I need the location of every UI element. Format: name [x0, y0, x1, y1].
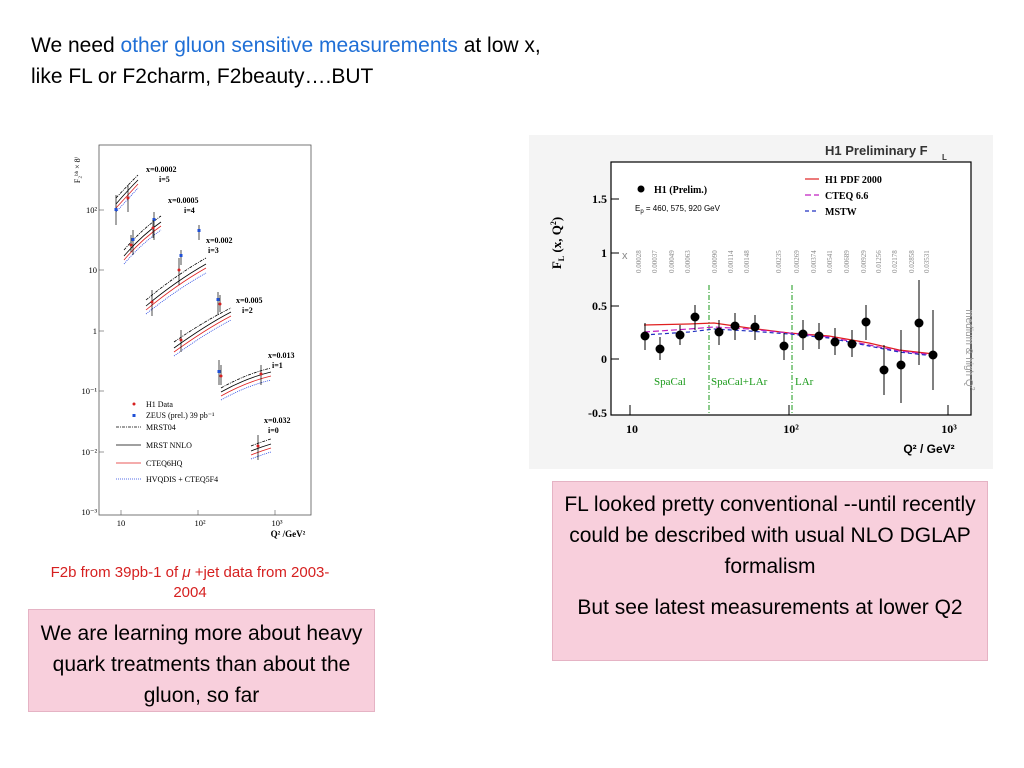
- right-note-p2: But see latest measurements at lower Q2: [577, 596, 963, 619]
- f2b-data-points: [114, 185, 263, 460]
- heading-part2: at low x, like FL or F2charm, F2beauty….…: [31, 34, 541, 88]
- f2b-x-tick: 10: [117, 518, 126, 528]
- left-note-box: We are learning more about heavy quark t…: [28, 609, 375, 712]
- fl-x-value: 0.02858: [908, 250, 916, 273]
- fl-x-value: 0.00063: [684, 250, 692, 273]
- f2b-x-tick: 10²: [194, 518, 206, 528]
- right-note-p1: FL looked pretty conventional --until re…: [564, 493, 976, 578]
- fl-y-axis-label: FL (x, Q2): [549, 217, 566, 269]
- fl-x-value: 0.00028: [635, 250, 643, 273]
- f2b-legend-marker: [132, 414, 136, 417]
- left-note-text: We are learning more about heavy quark t…: [40, 622, 363, 707]
- f2b-bin-x: x=0.013: [268, 351, 295, 360]
- fl-y-tick: 0: [601, 352, 607, 366]
- fl-x-axis-label: Q² / GeV²: [903, 442, 954, 456]
- f2b-y-tick: 10⁻¹: [81, 386, 97, 396]
- f2b-legend-label: HVQDIS + CTEQ5F4: [146, 475, 218, 484]
- fl-x-value: 0.02178: [891, 250, 899, 273]
- f2b-bin-i: i=2: [242, 306, 253, 315]
- f2b-curves-bin2: [173, 307, 232, 357]
- f2b-bin-x: x=0.032: [264, 416, 291, 425]
- f2b-bin-i: i=0: [268, 426, 279, 435]
- f2b-bin-i: i=1: [272, 361, 283, 370]
- fl-region-spacal-lar: SpaCal+LAr: [711, 376, 768, 388]
- f2b-bin-x: x=0.0002: [146, 165, 177, 174]
- fl-data-points: [640, 280, 938, 403]
- fl-x-value: 0.00541: [826, 250, 834, 273]
- f2b-y-tick: 10: [89, 265, 98, 275]
- slide-heading: We need other gluon sensitive measuremen…: [31, 30, 551, 92]
- heading-highlight: other gluon sensitive measurements: [120, 34, 458, 57]
- fl-x-value: 0.00269: [793, 250, 801, 273]
- f2b-caption: F2b from 39pb-1 of μ +jet data from 2003…: [40, 563, 340, 603]
- fl-y-tick: 1.5: [592, 192, 607, 206]
- fl-x-value: 0.00037: [651, 250, 659, 273]
- f2b-legend-label: MRST NNLO: [146, 441, 192, 450]
- f2b-legend-marker: [132, 402, 136, 406]
- fl-legend-marker: [637, 185, 645, 193]
- fl-x-value: 0.00929: [860, 250, 868, 273]
- fl-region-lar: LAr: [795, 376, 814, 388]
- f2b-bin-i: i=5: [159, 175, 170, 184]
- fl-plot: H1 Preliminary F L FL (x, Q2) 1.5 1 0.5 …: [529, 135, 993, 469]
- fl-legend-data: H1 (Prelim.): [654, 185, 707, 196]
- f2b-legend: H1 Data ZEUS (prel.) 39 pb⁻¹ MRST04 MRST…: [116, 400, 218, 484]
- fl-legend-label: MSTW: [825, 207, 857, 218]
- fl-x-value: 0.03531: [923, 250, 931, 273]
- f2b-bin-x: x=0.0005: [168, 196, 199, 205]
- fl-x-value: 0.01256: [875, 250, 883, 273]
- f2b-y-tick: 1: [93, 326, 97, 336]
- fl-legend-label: CTEQ 6.6: [825, 191, 868, 202]
- fl-x-value: 0.00235: [775, 250, 783, 273]
- f2b-bin-x: x=0.005: [236, 296, 263, 305]
- fl-legend-theory: H1 PDF 2000 CTEQ 6.6 MSTW: [805, 175, 882, 218]
- caption-mu: μ: [182, 564, 191, 581]
- f2b-curves-bin1: [220, 367, 272, 401]
- fl-beam-energies: Ep = 460, 575, 920 GeV: [635, 204, 721, 215]
- f2b-x-tick: 10³: [271, 518, 283, 528]
- fl-region-spacal: SpaCal: [654, 376, 686, 388]
- fl-x-value: 0.00090: [711, 250, 719, 273]
- f2b-curves-bin3: [145, 257, 207, 315]
- fl-x-value: 0.00689: [843, 250, 851, 273]
- fl-x-label: x: [622, 250, 628, 262]
- f2b-legend-label: MRST04: [146, 423, 176, 432]
- f2b-bin-i: i=4: [184, 206, 195, 215]
- fl-side-label: medium & high Q2: [963, 309, 975, 390]
- f2b-legend-label: H1 Data: [146, 400, 173, 409]
- fl-x-value: 0.00114: [727, 250, 735, 273]
- fl-y-tick: 1: [601, 246, 607, 260]
- fl-title-sub: L: [942, 153, 947, 162]
- f2b-bin-x: x=0.002: [206, 236, 233, 245]
- fl-legend-label: H1 PDF 2000: [825, 175, 882, 186]
- f2b-x-axis-label: Q² /GeV²: [271, 529, 306, 539]
- f2b-curves-bin5: [115, 174, 139, 213]
- fl-x-tick: 10²: [783, 422, 799, 436]
- fl-y-tick: -0.5: [588, 406, 607, 420]
- f2b-y-tick: 10⁻²: [81, 447, 97, 457]
- f2b-y-tick: 10⁻³: [81, 507, 97, 517]
- f2b-plot: F₂ᵇᵇ × 8ⁱ 10² 10 1 10⁻¹ 10⁻² 10⁻³ 10 10²…: [66, 140, 316, 555]
- fl-x-value: 0.00148: [743, 250, 751, 273]
- fl-x-tick: 10³: [941, 422, 957, 436]
- caption-pre: F2b from 39pb-1 of: [50, 564, 183, 581]
- f2b-curves-bin4: [123, 215, 162, 265]
- f2b-legend-label: ZEUS (prel.) 39 pb⁻¹: [146, 411, 215, 420]
- right-note-box: FL looked pretty conventional --until re…: [552, 481, 988, 661]
- fl-y-tick: 0.5: [592, 299, 607, 313]
- f2b-y-axis-label: F₂ᵇᵇ × 8ⁱ: [73, 157, 82, 183]
- fl-x-value: 0.00374: [810, 250, 818, 273]
- f2b-bin-i: i=3: [208, 246, 219, 255]
- f2b-curves-bin0: [250, 438, 272, 460]
- heading-part1: We need: [31, 34, 121, 57]
- fl-x-value: 0.00049: [668, 250, 676, 273]
- fl-title: H1 Preliminary F: [825, 143, 928, 158]
- fl-x-values: 0.00028 0.00037 0.00049 0.00063 0.00090 0.001…: [635, 250, 931, 273]
- caption-post: +jet data from 2003-2004: [173, 564, 330, 601]
- fl-x-tick: 10: [626, 422, 638, 436]
- f2b-y-tick: 10²: [86, 205, 98, 215]
- f2b-legend-label: CTEQ6HQ: [146, 459, 183, 468]
